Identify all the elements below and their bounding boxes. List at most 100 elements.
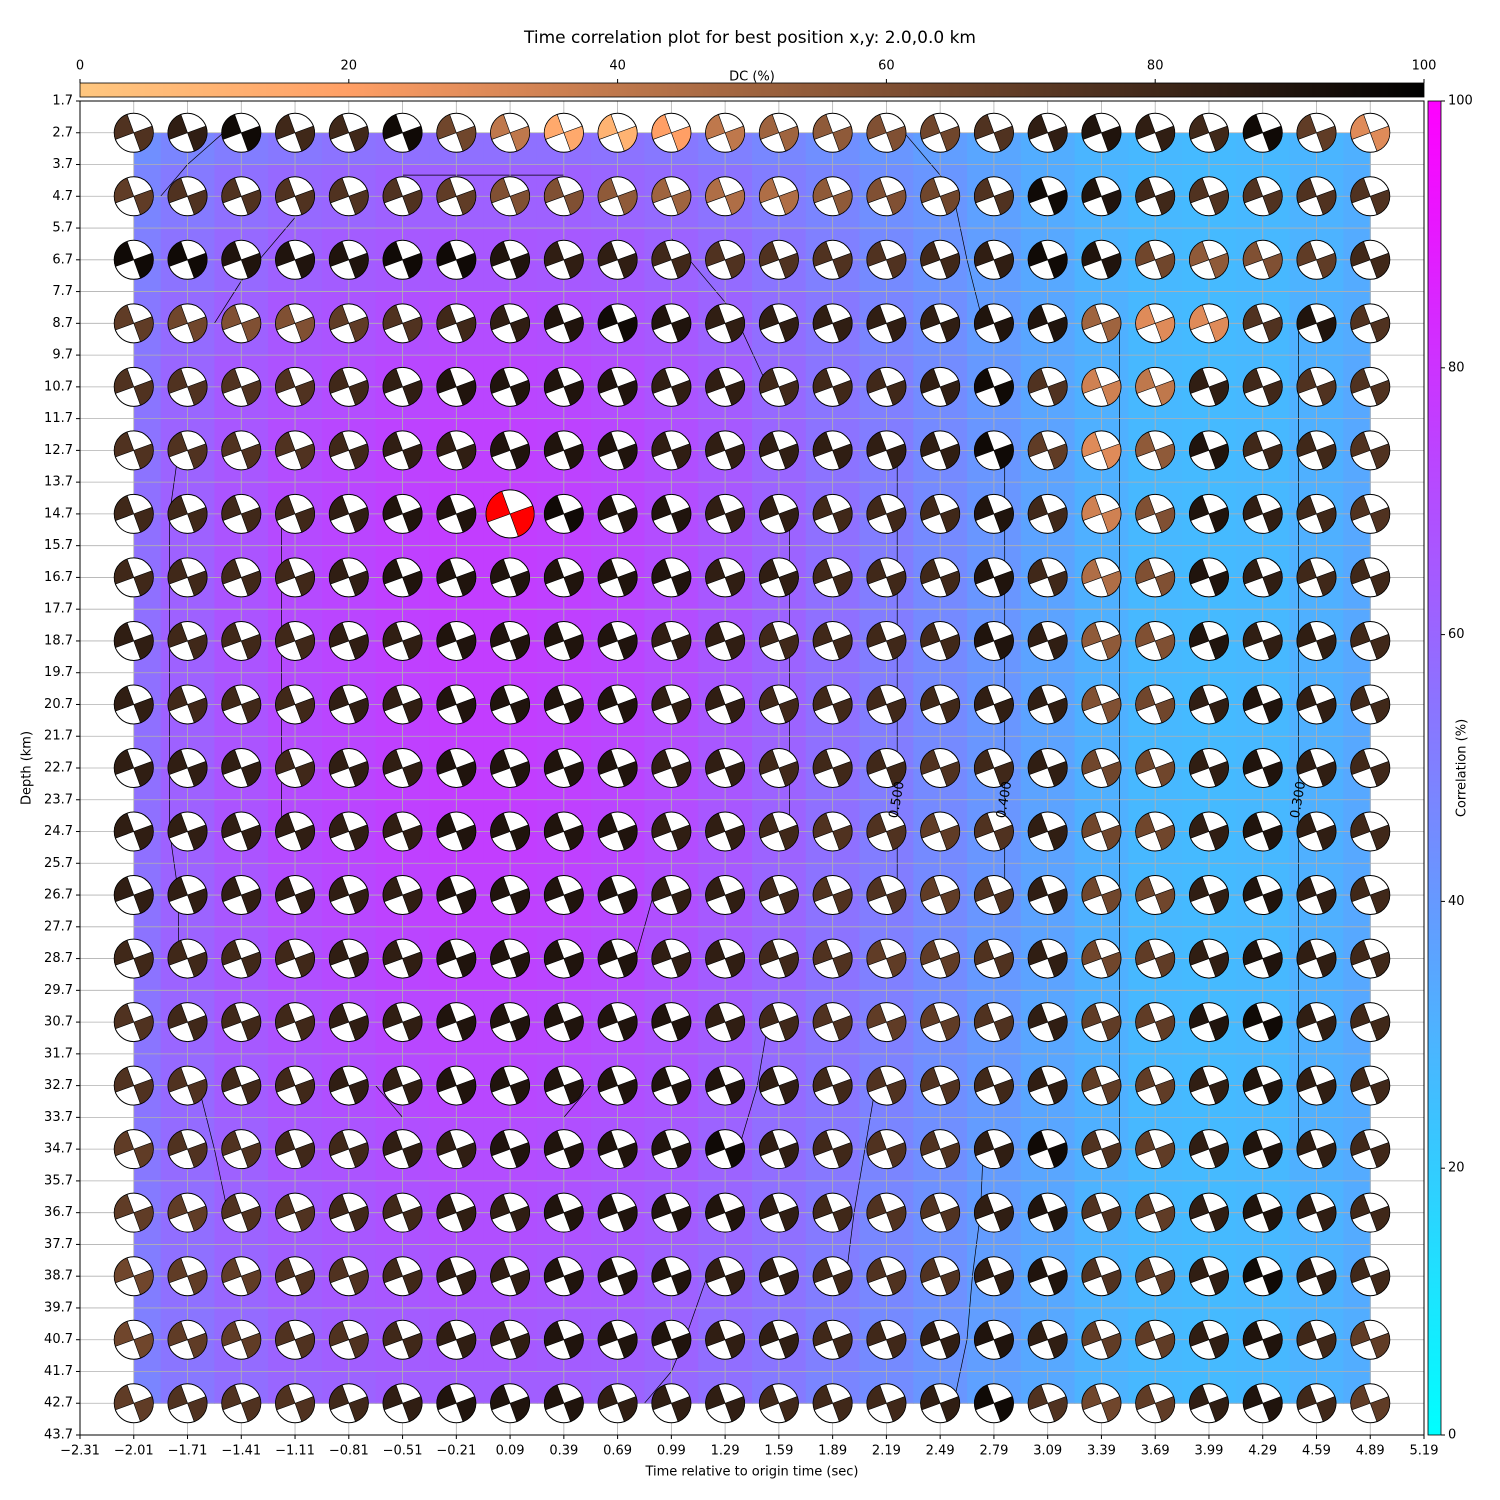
y-tick-label: 34.7 (44, 1142, 73, 1157)
beachball (1027, 1002, 1068, 1043)
beachball-compression (597, 304, 638, 343)
beachball (758, 748, 799, 788)
beachball-compression (866, 495, 907, 533)
beachball (1081, 748, 1122, 788)
beachball (651, 1256, 692, 1297)
beachball (597, 620, 638, 661)
beachball-compression (382, 495, 423, 533)
beachball-compression (974, 939, 1014, 978)
beachball-compression (167, 812, 208, 851)
beachball-compression (1296, 876, 1337, 914)
beachball-compression (974, 495, 1014, 533)
beachball (866, 176, 907, 217)
beachball-compression (1189, 1384, 1229, 1422)
beachball-compression (920, 1130, 960, 1168)
beachball (328, 811, 369, 852)
beachball (1188, 112, 1229, 153)
beachball (597, 493, 638, 534)
beachball-compression (1296, 1066, 1337, 1105)
beachball (382, 112, 423, 153)
beachball (973, 620, 1014, 661)
beachball (490, 239, 531, 280)
beachball (328, 366, 369, 407)
beachball (812, 303, 853, 344)
beachball-compression (759, 749, 799, 787)
beachball (705, 176, 746, 217)
beachball (812, 1192, 853, 1233)
beachball-compression (329, 368, 369, 406)
beachball-compression (436, 304, 477, 343)
beachball-compression (544, 876, 584, 914)
beachball-compression (490, 1066, 530, 1105)
beachball-compression (1296, 685, 1337, 724)
beachball-compression (1135, 241, 1175, 279)
beachball (1350, 1129, 1391, 1170)
beachball-compression (920, 114, 960, 152)
beachball (597, 1319, 638, 1360)
beachball-compression (382, 304, 423, 343)
beachball-compression (759, 1321, 799, 1359)
beachball-compression (651, 1384, 692, 1422)
beachball (543, 1383, 584, 1424)
beachball (167, 430, 208, 471)
x-tick-label: 0.09 (496, 1444, 525, 1459)
y-tick-label: 8.7 (52, 316, 73, 331)
beachball (167, 620, 208, 661)
beachball-compression (221, 812, 262, 851)
beachball-compression (1350, 622, 1391, 660)
beachball-compression (221, 876, 262, 914)
beachball (167, 1383, 208, 1424)
beachball (1027, 811, 1068, 852)
beachball-compression (759, 939, 799, 978)
beachball (1081, 366, 1122, 407)
beachball-compression (1350, 1003, 1391, 1041)
beachball (651, 176, 692, 217)
beachball (1135, 557, 1176, 598)
beachball-compression (221, 622, 262, 660)
beachball (973, 112, 1014, 153)
beachball-compression (1350, 495, 1391, 533)
beachball (1242, 176, 1283, 217)
beachball (543, 303, 584, 344)
beachball (221, 176, 262, 217)
beachball-compression (167, 622, 208, 660)
beachball (1135, 303, 1176, 344)
beachball-compression (329, 495, 369, 533)
beachball (1296, 811, 1337, 852)
beachball (1296, 1002, 1337, 1043)
beachball (221, 620, 262, 661)
beachball-compression (1189, 368, 1229, 406)
x-tick-label: 1.59 (764, 1444, 793, 1459)
beachball-compression (436, 368, 477, 406)
beachball-compression (1081, 1193, 1122, 1232)
beachball-compression (1242, 1066, 1283, 1105)
contour-label: 0.500 (887, 780, 908, 819)
beachball (705, 557, 746, 598)
y-tick-label: 37.7 (44, 1237, 73, 1252)
beachball-compression (597, 114, 638, 152)
beachball (705, 303, 746, 344)
beachball-compression (1135, 177, 1175, 215)
beachball-compression (1242, 685, 1283, 724)
beachball-compression (920, 622, 960, 660)
correlation-tick-label: 0 (1448, 1428, 1456, 1443)
beachball-compression (1027, 558, 1068, 597)
beachball (651, 1383, 692, 1424)
beachball-compression (920, 1257, 960, 1295)
y-tick-label: 35.7 (44, 1173, 73, 1188)
beachball (758, 557, 799, 598)
y-tick-label: 23.7 (44, 792, 73, 807)
beachball-compression (275, 304, 315, 343)
beachball-compression (705, 1193, 745, 1232)
beachball-compression (1350, 1066, 1391, 1105)
beachball-compression (167, 685, 208, 724)
beachball (651, 112, 692, 153)
beachball (1081, 811, 1122, 852)
beachball-compression (651, 685, 692, 724)
beachball (1027, 1319, 1068, 1360)
beachball (651, 1065, 692, 1106)
beachball-compression (382, 1130, 423, 1168)
beachball-compression (920, 812, 960, 851)
beachball (758, 811, 799, 852)
beachball (328, 112, 369, 153)
